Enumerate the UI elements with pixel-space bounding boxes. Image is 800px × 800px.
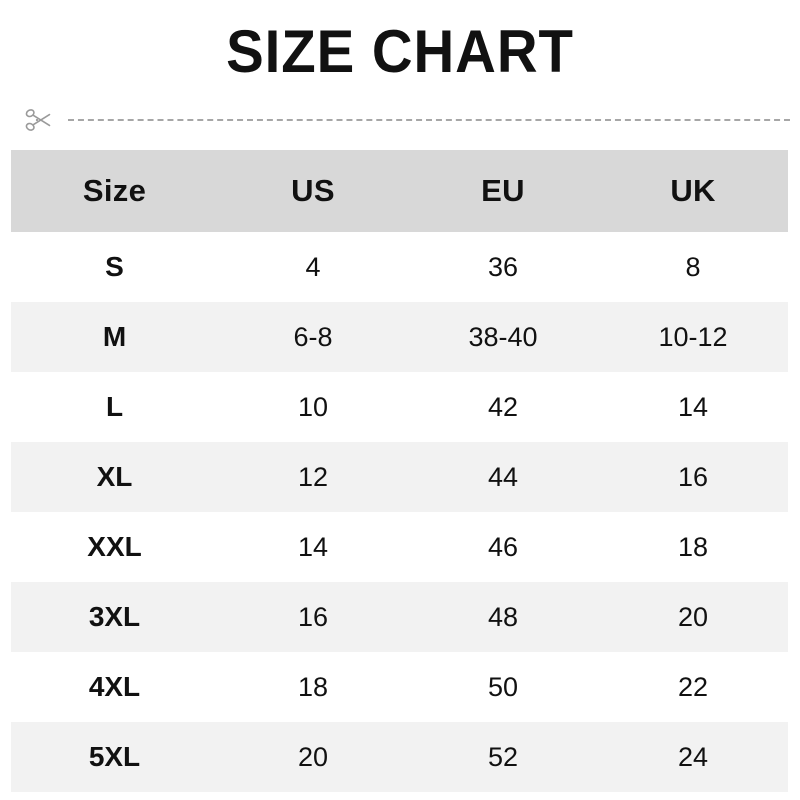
cell-size: XXL <box>87 531 142 562</box>
cell-uk: 22 <box>677 671 709 702</box>
column-header-uk: UK <box>670 173 716 208</box>
column-header-size: Size <box>82 173 147 208</box>
cell-uk: 14 <box>677 391 709 422</box>
cell-size: 3XL <box>88 601 141 632</box>
cell-uk: 16 <box>677 461 709 492</box>
cell-eu: 36 <box>487 251 519 282</box>
cell-uk: 10-12 <box>658 321 728 352</box>
cell-uk: 24 <box>677 741 709 772</box>
cell-size: 4XL <box>88 671 141 702</box>
table-header-row: Size US EU UK <box>11 150 788 232</box>
cell-eu: 46 <box>487 531 519 562</box>
table-row: XXL 14 46 18 <box>11 512 788 582</box>
cell-uk: 20 <box>677 601 709 632</box>
cell-us: 20 <box>297 741 329 772</box>
table-body: S 4 36 8 M 6-8 38-40 10-12 L 10 42 14 XL… <box>11 232 788 792</box>
scissors-icon <box>25 109 51 131</box>
table-row: M 6-8 38-40 10-12 <box>11 302 788 372</box>
size-chart-table: Size US EU UK S 4 36 8 M 6-8 38-40 10-12… <box>11 150 788 792</box>
cell-size: S <box>105 251 124 282</box>
column-header-eu: EU <box>481 173 525 208</box>
table-header: Size US EU UK <box>11 150 788 232</box>
cell-eu: 42 <box>487 391 519 422</box>
table-row: L 10 42 14 <box>11 372 788 442</box>
table-row: XL 12 44 16 <box>11 442 788 512</box>
cell-us: 12 <box>297 461 329 492</box>
cell-us: 14 <box>297 531 329 562</box>
cell-us: 6-8 <box>293 321 333 352</box>
table-row: 4XL 18 50 22 <box>11 652 788 722</box>
cell-us: 10 <box>297 391 329 422</box>
scissors-pivot-icon <box>35 118 39 122</box>
cell-eu: 50 <box>487 671 519 702</box>
cell-eu: 44 <box>487 461 519 492</box>
cell-uk: 8 <box>685 251 701 282</box>
dashed-cut-line <box>68 119 790 121</box>
page-title-container: SIZE CHART <box>0 22 800 82</box>
cell-size: 5XL <box>88 741 141 772</box>
page-title: SIZE CHART <box>226 18 574 85</box>
cell-size: L <box>105 391 124 422</box>
cell-us: 4 <box>305 251 321 282</box>
cell-us: 18 <box>297 671 329 702</box>
cell-eu: 48 <box>487 601 519 632</box>
cell-size: XL <box>96 461 133 492</box>
cell-size: M <box>102 321 127 352</box>
table-row: 3XL 16 48 20 <box>11 582 788 652</box>
table-row: 5XL 20 52 24 <box>11 722 788 792</box>
cutline <box>22 103 790 137</box>
cell-eu: 52 <box>487 741 519 772</box>
table-row: S 4 36 8 <box>11 232 788 302</box>
cell-us: 16 <box>297 601 329 632</box>
cell-eu: 38-40 <box>468 321 538 352</box>
column-header-us: US <box>291 173 335 208</box>
cell-uk: 18 <box>677 531 709 562</box>
